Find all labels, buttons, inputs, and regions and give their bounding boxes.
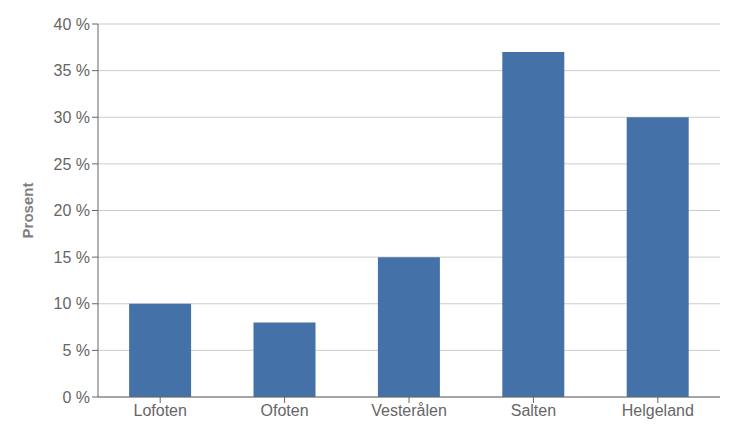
svg-text:30 %: 30 % — [54, 109, 90, 126]
svg-text:Lofoten: Lofoten — [134, 402, 187, 419]
svg-text:20 %: 20 % — [54, 202, 90, 219]
svg-text:5 %: 5 % — [62, 342, 90, 359]
svg-text:Vesterålen: Vesterålen — [371, 402, 447, 419]
svg-text:Ofoten: Ofoten — [261, 402, 309, 419]
svg-text:Salten: Salten — [511, 402, 556, 419]
svg-text:35 %: 35 % — [54, 62, 90, 79]
svg-text:Helgeland: Helgeland — [622, 402, 694, 419]
svg-text:0 %: 0 % — [62, 389, 90, 406]
svg-text:40 %: 40 % — [54, 16, 90, 33]
svg-text:25 %: 25 % — [54, 156, 90, 173]
svg-text:15 %: 15 % — [54, 249, 90, 266]
svg-text:10 %: 10 % — [54, 295, 90, 312]
svg-text:Prosent: Prosent — [19, 183, 36, 239]
